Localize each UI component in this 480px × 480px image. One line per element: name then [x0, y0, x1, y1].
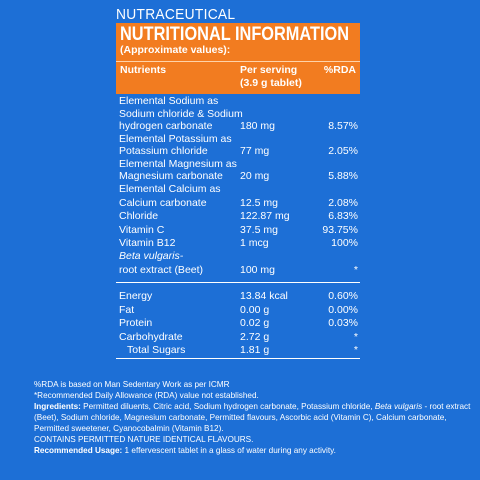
nutrient-amount: 77 mg	[240, 145, 270, 157]
nutrient-name: Carbohydrate	[119, 330, 183, 343]
nutrient-amount: 180 mg	[240, 120, 276, 132]
title-banner: NUTRITIONAL INFORMATION (Approximate val…	[116, 23, 360, 61]
nutrient-name: root extract (Beet)	[119, 264, 204, 276]
nutrient-name: Energy	[119, 290, 153, 302]
nutrient-amount: 2.72 g	[240, 330, 270, 343]
nutrient-rda: 93.75%	[322, 223, 358, 236]
usage-label: Recommended Usage:	[34, 446, 123, 455]
nutrient-rda: 0.60%	[328, 290, 358, 302]
nutrient-rda: 0.00%	[328, 303, 358, 316]
nutrient-amount: 122.87 mg	[240, 210, 290, 222]
ingredients-part2: - root extract (Beet), Sodium chloride, …	[34, 402, 471, 434]
nutrient-rda: 2.08%	[328, 196, 358, 209]
nutrient-rda: *	[353, 343, 358, 356]
nutrient-name: Elemental Potassium as	[119, 132, 232, 145]
table-divider	[116, 358, 360, 359]
nutrient-rda: *	[353, 330, 358, 343]
table-divider	[116, 282, 360, 283]
nutrient-name: Chloride	[119, 210, 159, 222]
ingredients-text: Ingredients: Permitted diluents, Citric …	[34, 401, 474, 435]
nutrient-name: Sodium chloride & Sodium	[119, 107, 243, 120]
nutrient-rda: 100%	[331, 236, 358, 249]
column-rda: %RDA	[323, 64, 356, 76]
usage-detail: 1 effervescent tablet in a glass of wate…	[122, 446, 336, 455]
nutrient-name: Elemental Magnesium as	[119, 157, 237, 170]
nutrient-rda: 8.57%	[328, 120, 358, 132]
nutrient-amount: 37.5 mg	[240, 223, 278, 236]
nutrient-rda: 0.03%	[328, 317, 358, 329]
brand-label: NUTRACEUTICAL	[116, 6, 236, 23]
nutrient-amount: 100 mg	[240, 264, 276, 276]
nutrient-name: Beta vulgaris-	[119, 250, 184, 262]
nutrient-name: Fat	[119, 303, 135, 316]
column-per-serving: Per serving	[240, 64, 298, 76]
nutrient-name: Calcium carbonate	[119, 196, 207, 209]
nutrient-name: Potassium chloride	[119, 145, 208, 157]
column-header: Nutrients Per serving (3.9 g tablet) %RD…	[116, 61, 360, 94]
nutrient-rda: 2.05%	[328, 145, 358, 157]
nutrient-name: Vitamin C	[119, 223, 165, 236]
column-nutrients: Nutrients	[120, 64, 167, 76]
nutrient-amount: 0.02 g	[240, 317, 270, 329]
nutrient-rda: 5.88%	[328, 170, 358, 182]
footnote-not-established: *Recommended Daily Allowance (RDA) value…	[34, 391, 259, 400]
nutrient-amount: 13.84 kcal	[240, 290, 288, 302]
nutrient-amount: 0.00 g	[240, 303, 270, 316]
flavours-note: CONTAINS PERMITTED NATURE IDENTICAL FLAV…	[34, 435, 254, 444]
nutrient-name: Elemental Sodium as	[119, 95, 219, 107]
nutrient-name: Magnesium carbonate	[119, 170, 223, 182]
nutrient-rda: *	[353, 264, 358, 276]
ingredients-italic: Beta vulgaris	[374, 402, 423, 411]
nutrient-name: Protein	[119, 317, 153, 329]
column-serving-size: (3.9 g tablet)	[240, 77, 302, 89]
ingredients-part1: Permitted diluents, Citric acid, Sodium …	[80, 402, 375, 411]
nutrient-name: hydrogen carbonate	[119, 120, 213, 132]
nutrient-amount: 12.5 mg	[240, 196, 278, 209]
usage-text: Recommended Usage: 1 effervescent tablet…	[34, 445, 474, 456]
nutrient-rda: 6.83%	[328, 210, 358, 222]
nutrient-name: Vitamin B12	[119, 236, 176, 249]
nutrient-name: Total Sugars	[127, 343, 186, 356]
nutrient-amount: 1 mcg	[240, 236, 269, 249]
ingredients-label: Ingredients:	[34, 402, 81, 411]
footnote-rda-basis: %RDA is based on Man Sedentary Work as p…	[34, 380, 230, 389]
nutrient-amount: 1.81 g	[240, 343, 270, 356]
panel-subtitle: (Approximate values):	[120, 44, 231, 56]
nutrient-amount: 20 mg	[240, 170, 270, 182]
panel-title: NUTRITIONAL INFORMATION	[120, 24, 350, 45]
nutrient-name: Elemental Calcium as	[119, 182, 221, 195]
